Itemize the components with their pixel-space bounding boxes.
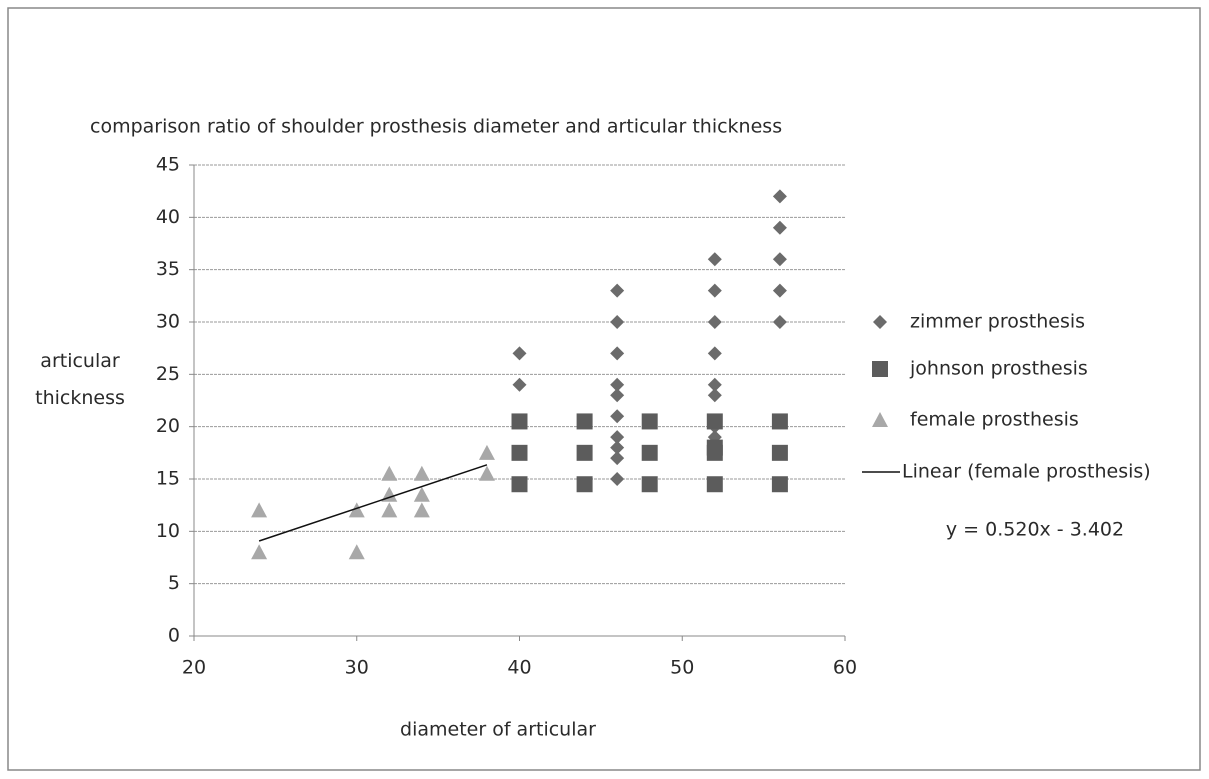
point — [707, 388, 722, 403]
trend-equation: y = 0.520x - 3.402 — [946, 519, 1124, 541]
point — [512, 346, 527, 361]
legend-marker — [872, 361, 888, 377]
y-tick-label: 20 — [156, 415, 180, 437]
y-tick-label: 35 — [156, 258, 180, 280]
point — [771, 444, 788, 461]
y-tick-label: 30 — [156, 311, 180, 333]
legend-label: Linear (female prosthesis) — [902, 461, 1151, 483]
y-axis-title: articular thickness — [35, 350, 125, 409]
point — [707, 346, 722, 361]
point — [610, 472, 625, 486]
point — [348, 544, 365, 560]
point — [610, 315, 625, 329]
chart-title: comparison ratio of shoulder prosthesis … — [90, 116, 782, 138]
point — [381, 502, 398, 518]
legend-marker — [872, 412, 888, 427]
point — [610, 377, 625, 392]
legend-marker — [873, 315, 887, 329]
point — [610, 388, 625, 403]
point — [772, 189, 787, 204]
point — [772, 220, 787, 235]
point — [251, 544, 268, 560]
point — [706, 476, 723, 493]
point — [707, 315, 722, 329]
point — [413, 486, 430, 502]
point — [772, 315, 787, 329]
point — [478, 444, 495, 460]
legend-label: female prosthesis — [910, 409, 1079, 431]
point — [576, 413, 593, 430]
frame — [7, 7, 1201, 771]
point — [706, 413, 723, 430]
legend-label: zimmer prosthesis — [910, 311, 1085, 333]
point — [610, 430, 625, 445]
point — [251, 502, 268, 518]
x-axis-title: diameter of articular — [400, 719, 596, 741]
x-tick-label: 40 — [507, 657, 531, 679]
y-tick-label: 5 — [168, 572, 180, 594]
point — [641, 444, 658, 461]
point — [772, 283, 787, 298]
point — [707, 377, 722, 392]
y-tick-label: 40 — [156, 206, 180, 228]
point — [381, 486, 398, 502]
point — [610, 283, 625, 298]
point — [771, 476, 788, 493]
x-tick-label: 20 — [182, 657, 206, 679]
point — [641, 413, 658, 430]
point — [511, 444, 528, 461]
point — [511, 413, 528, 430]
point — [478, 465, 495, 481]
point — [576, 444, 593, 461]
point — [413, 502, 430, 518]
y-tick-label: 45 — [156, 154, 180, 176]
point — [707, 283, 722, 298]
point — [707, 252, 722, 267]
point — [610, 346, 625, 361]
point — [576, 476, 593, 493]
point — [641, 476, 658, 493]
point — [511, 476, 528, 493]
point — [706, 444, 723, 461]
point — [381, 465, 398, 481]
point — [771, 413, 788, 430]
point — [772, 252, 787, 267]
point — [512, 377, 527, 392]
legend-label: johnson prosthesis — [909, 358, 1088, 380]
point — [413, 465, 430, 481]
y-tick-label: 10 — [156, 520, 180, 542]
x-tick-label: 60 — [833, 657, 857, 679]
x-tick-label: 30 — [345, 657, 369, 679]
point — [610, 440, 625, 455]
point — [610, 451, 625, 466]
y-tick-label: 25 — [156, 363, 180, 385]
trendline — [258, 464, 488, 542]
x-tick-label: 50 — [670, 657, 694, 679]
y-tick-label: 15 — [156, 468, 180, 490]
y-tick-label: 0 — [168, 625, 180, 647]
point — [348, 502, 365, 518]
point — [610, 409, 625, 424]
